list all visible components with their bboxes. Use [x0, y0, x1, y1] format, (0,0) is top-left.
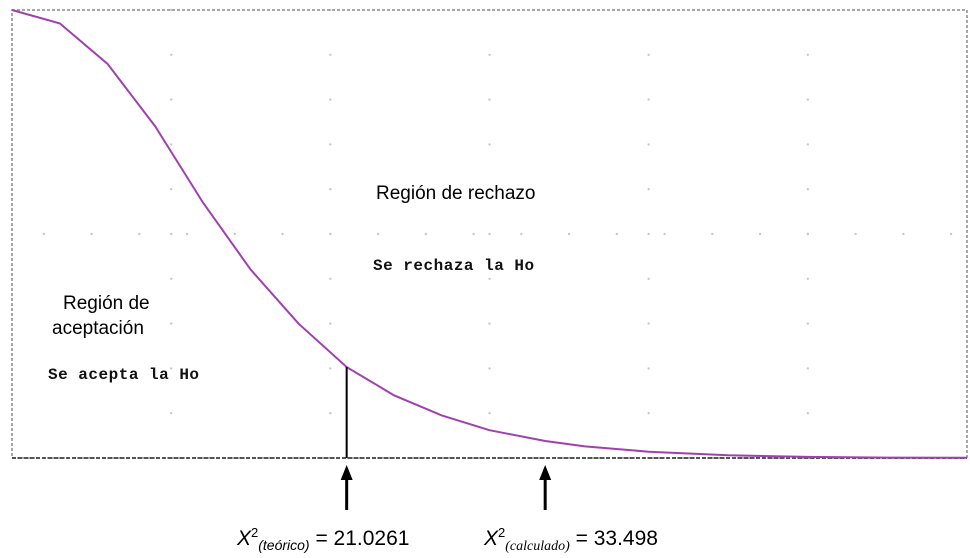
grid-dot [329, 188, 332, 191]
grid-dot-midline [90, 232, 93, 236]
grid-dot [329, 98, 332, 101]
grid-dot [647, 412, 650, 415]
grid-dot [169, 277, 173, 280]
chi-square-curve [11, 9, 968, 459]
grid-dot [488, 143, 491, 146]
calculated-equals: = [569, 527, 594, 550]
grid-dot [488, 412, 491, 415]
grid-dot [488, 232, 491, 236]
grid-dot [488, 367, 491, 370]
grid-dot [647, 188, 650, 191]
grid-dot [806, 367, 810, 370]
grid-dot-midline [376, 232, 380, 236]
grid-dot [329, 322, 332, 325]
grid-dot [329, 277, 332, 280]
grid-dot [329, 367, 332, 370]
grid-dot [169, 98, 173, 101]
grid-dot [488, 277, 491, 280]
grid-dot [169, 322, 173, 325]
grid-dot-midline [138, 232, 141, 236]
grid-dot-midline [233, 232, 237, 236]
rejection-region-title: Región de rechazo [376, 183, 536, 204]
grid-dot [647, 232, 650, 236]
grid-dot [647, 53, 650, 56]
grid-dot [329, 53, 332, 56]
grid-dot [647, 143, 650, 146]
grid-dot [169, 53, 173, 56]
calculated-formula: X2(calculado) = 33.498 [484, 525, 658, 555]
theoretical-sub: (teórico) [258, 537, 310, 554]
grid-dot [806, 277, 810, 280]
grid-dot-midline [472, 232, 475, 236]
grid-dot [329, 143, 332, 146]
grid-dot-midline [520, 232, 523, 236]
grid-dot-midline [902, 232, 905, 236]
grid-dot [169, 8, 173, 12]
calculated-symbol: X [484, 527, 499, 550]
grid-dot [169, 232, 173, 236]
theoretical-sup: 2 [251, 525, 259, 540]
theoretical-formula: X2(teórico) = 21.0261 [237, 525, 409, 553]
theoretical-value: 21.0261 [333, 527, 410, 550]
theoretical-symbol: X [237, 527, 252, 550]
grid-dot-midline [711, 232, 714, 236]
grid-dot-midline [663, 232, 666, 236]
grid-dot [806, 53, 810, 56]
grid-dot-midline [949, 232, 953, 236]
acceptance-region-note: Se acepta la Ho [48, 366, 200, 384]
grid-dot-midline [281, 232, 284, 236]
grid-dot [488, 188, 491, 191]
grid-dot [169, 412, 173, 415]
acceptance-region-title-line1: Región de [63, 293, 150, 314]
grid-dot-midline [567, 232, 571, 236]
calculated-arrow [539, 465, 552, 510]
grid-dot [647, 322, 650, 325]
grid-dot [806, 412, 810, 415]
chart-grid [42, 8, 953, 415]
grid-dot [488, 53, 491, 56]
grid-dot-midline [854, 232, 857, 236]
grid-dot [806, 322, 810, 325]
calculated-value: 33.498 [593, 527, 658, 550]
grid-dot [169, 143, 173, 146]
grid-dot-midline [185, 232, 189, 236]
grid-dot [647, 98, 650, 101]
calculated-sub: (calculado) [505, 539, 570, 555]
theoretical-arrow [340, 465, 353, 510]
grid-dot [488, 322, 491, 325]
grid-dot-midline [424, 232, 428, 236]
grid-dot [647, 367, 650, 370]
grid-dot [647, 277, 650, 280]
grid-dot-midline [806, 232, 810, 236]
rejection-region-note: Se rechaza la Ho [373, 257, 535, 275]
grid-dot [488, 98, 491, 101]
grid-dot [806, 188, 810, 191]
chart-marks [340, 367, 552, 510]
grid-dot [169, 188, 173, 191]
calculated-sup: 2 [498, 525, 506, 540]
grid-dot-midline [758, 232, 762, 236]
acceptance-region-title-line2: aceptación [52, 318, 144, 339]
theoretical-equals: = [309, 527, 334, 550]
grid-dot-midline [329, 232, 332, 236]
grid-dot-midline [615, 232, 619, 236]
grid-dot [806, 143, 810, 146]
grid-dot [806, 98, 810, 101]
grid-dot [169, 367, 173, 370]
grid-dot [329, 412, 332, 415]
grid-dot-midline [42, 232, 46, 236]
